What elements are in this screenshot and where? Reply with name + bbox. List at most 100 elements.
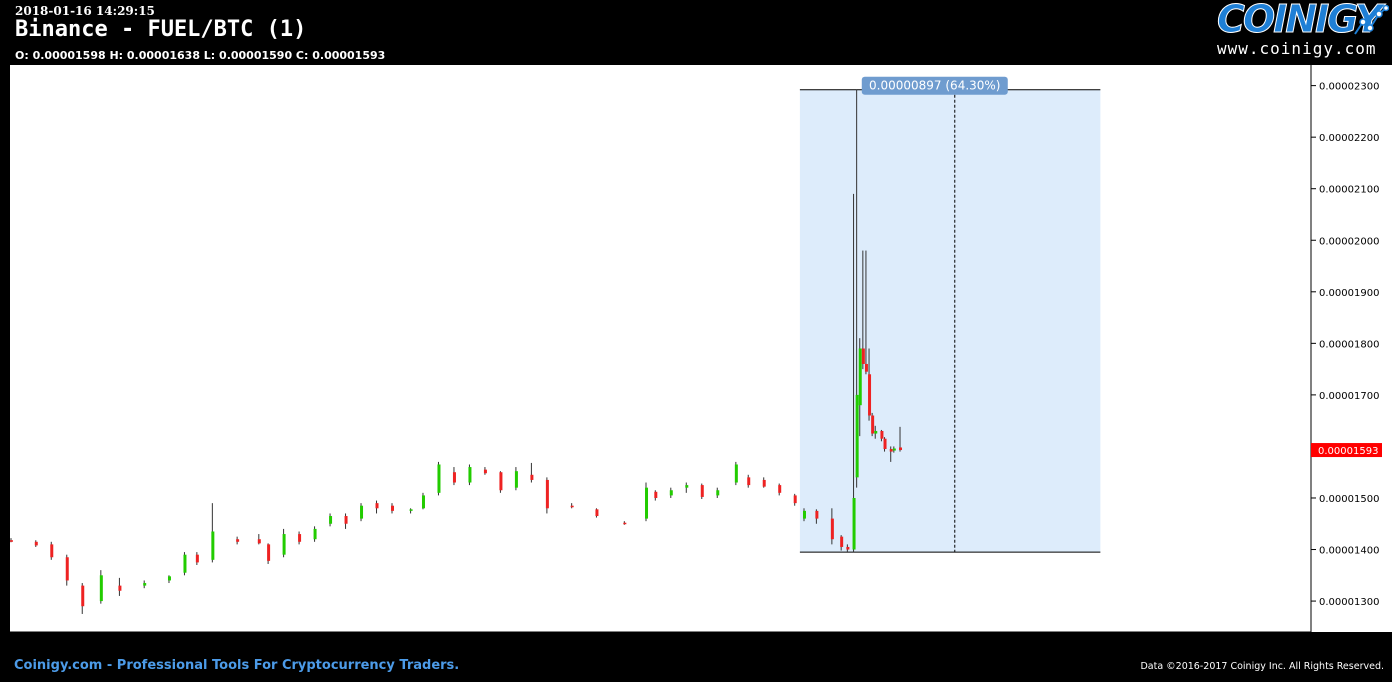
- candle: [514, 467, 518, 491]
- candle: [623, 521, 627, 525]
- y-tick-label: 0.00001400: [1319, 546, 1379, 557]
- candle: [468, 464, 472, 486]
- candle-body: [840, 536, 844, 547]
- candle: [830, 508, 834, 545]
- candle-body: [846, 546, 850, 550]
- candle-body: [34, 541, 38, 546]
- candle: [211, 503, 215, 563]
- candle: [118, 577, 122, 596]
- candle-body: [852, 497, 856, 550]
- candle-body: [452, 472, 456, 483]
- candle: [747, 474, 751, 488]
- x-tick-label: 16:30: [1086, 638, 1121, 651]
- candle-body: [830, 518, 834, 540]
- x-tick-label: 12:00: [250, 638, 285, 651]
- candle: [329, 513, 333, 527]
- candle-body: [50, 544, 54, 558]
- candle: [840, 535, 844, 551]
- candle: [892, 446, 896, 453]
- candle-body: [421, 495, 425, 509]
- candle-body: [802, 510, 806, 519]
- x-tick-label: 17:00: [1179, 638, 1214, 651]
- timestamp: 2018-01-16 14:29:15: [15, 4, 155, 18]
- candle-body: [685, 485, 689, 488]
- candle-body: [514, 471, 518, 488]
- candle-body: [183, 554, 187, 573]
- candle-body: [623, 522, 627, 525]
- chart-background: [10, 65, 1392, 632]
- candle-body: [747, 477, 751, 486]
- candle: [669, 487, 673, 498]
- candle-body: [883, 438, 887, 450]
- y-tick-label: 0.00002100: [1319, 185, 1379, 196]
- candle: [257, 534, 261, 545]
- candle-body: [282, 534, 286, 555]
- candle: [871, 412, 875, 437]
- candle-body: [257, 539, 261, 544]
- candle-body: [530, 474, 534, 480]
- candle-body: [143, 583, 147, 586]
- candle-body: [855, 394, 859, 478]
- candle-body: [861, 348, 865, 364]
- candle: [883, 437, 887, 452]
- candle: [499, 471, 503, 493]
- candle: [313, 526, 317, 542]
- y-tick-label: 0.00001800: [1319, 339, 1379, 350]
- current-price-tag: 0.00001593: [1311, 443, 1382, 458]
- candle: [452, 467, 456, 486]
- candle-body: [437, 464, 441, 493]
- candle: [685, 482, 689, 493]
- candle: [143, 580, 147, 589]
- y-tick-label: 0.00002200: [1319, 133, 1379, 144]
- candle: [50, 541, 54, 560]
- candle-body: [468, 467, 472, 483]
- candle-body: [793, 495, 797, 504]
- candle-body: [595, 509, 599, 517]
- current-price-label: 0.00001593: [1318, 446, 1378, 457]
- candle-body: [889, 449, 893, 452]
- candle: [815, 509, 819, 524]
- candle: [570, 503, 574, 509]
- footer: Coinigy.com - Professional Tools For Cry…: [0, 654, 1392, 682]
- candle: [421, 492, 425, 510]
- candle-body: [195, 554, 199, 563]
- measure-tag: 0.00000897 (64.30%): [861, 76, 1008, 95]
- candle-body: [10, 540, 13, 542]
- candle-body: [499, 472, 503, 491]
- candle-body: [545, 479, 549, 509]
- candle-body: [167, 576, 171, 581]
- x-axis: 11:00 11:30 12:00 12:30 13:00 13:30 14:00 14:30…: [64, 632, 1307, 651]
- candle: [530, 462, 534, 483]
- candle: [734, 461, 738, 486]
- candle-body: [654, 491, 658, 498]
- candle: [483, 467, 487, 475]
- ohlc-readout: O: 0.00001598 H: 0.00001638 L: 0.0000159…: [15, 49, 386, 62]
- x-tick-label: 14:30: [714, 638, 749, 651]
- candle: [65, 554, 69, 586]
- candle-body: [716, 490, 720, 496]
- chart-header: 2018-01-16 14:29:15 Binance - FUEL/BTC (…: [0, 0, 1392, 65]
- price-chart[interactable]: 0.000013000.000014000.000015000.00001600…: [0, 65, 1392, 654]
- candle-body: [778, 485, 782, 493]
- candle-body: [267, 544, 271, 561]
- candle: [874, 425, 878, 439]
- candle: [10, 538, 13, 543]
- candle: [183, 552, 187, 576]
- x-tick-label: 12:30: [343, 638, 378, 651]
- candle: [167, 575, 171, 584]
- candle-body: [899, 447, 903, 451]
- candle: [391, 503, 395, 514]
- x-tick-label: 13:00: [435, 638, 470, 651]
- candle: [282, 528, 286, 558]
- measure-selection[interactable]: [799, 89, 1101, 553]
- candle: [846, 544, 850, 552]
- y-tick-label: 0.00001300: [1319, 597, 1379, 608]
- candle-body: [409, 509, 413, 511]
- candle-body: [99, 575, 103, 602]
- candle: [852, 193, 856, 553]
- x-tick-label: 16:00: [993, 638, 1028, 651]
- logo-url: www.coinigy.com: [1217, 39, 1377, 58]
- candle: [298, 531, 302, 545]
- candle-body: [81, 585, 85, 607]
- y-tick-label: 0.00001500: [1319, 494, 1379, 505]
